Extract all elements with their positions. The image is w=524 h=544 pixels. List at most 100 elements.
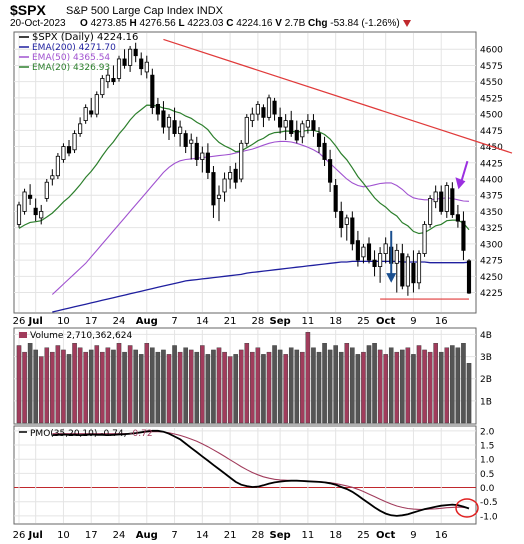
candle-up	[394, 249, 399, 264]
price-ytick-label: 4550	[480, 78, 503, 88]
x-tick-label-top: 26	[13, 316, 26, 327]
candle-down	[316, 133, 322, 147]
down-triangle-icon	[402, 19, 411, 27]
candle-down	[89, 110, 94, 115]
candle-down	[211, 172, 216, 206]
candle-down	[111, 78, 116, 83]
volume-bar	[194, 351, 200, 424]
volume-bar	[322, 343, 327, 424]
volume-bar	[466, 363, 472, 424]
blue-arrow-head	[386, 273, 397, 283]
close-value: 4224.16	[236, 18, 273, 29]
candle-down	[450, 188, 455, 216]
x-tick-label-bottom: 21	[224, 530, 237, 541]
candle-up	[50, 175, 55, 180]
x-tick-label-top: 28	[252, 316, 265, 327]
candle-up	[416, 253, 422, 284]
candle-up	[72, 133, 77, 151]
x-tick-label-bottom: 11	[302, 530, 315, 541]
candle-up	[244, 116, 249, 144]
candle-down	[194, 142, 199, 160]
candle-up	[383, 243, 388, 255]
x-tick-label-top: 7	[171, 316, 177, 327]
volume-bar	[400, 349, 405, 424]
quote-date: 20-Oct-2023	[10, 18, 66, 29]
x-tick-label-bottom: Aug	[136, 530, 158, 541]
candle-up	[178, 126, 183, 134]
candle-down	[333, 185, 338, 212]
pmo-label-prefix: PMO(35,20,10)	[30, 429, 97, 439]
pmo-ytick-label: -1.0	[480, 512, 498, 522]
volume-bar	[438, 351, 444, 424]
volume-bar	[461, 343, 466, 424]
volume-bars	[16, 332, 472, 424]
x-tick-label-bottom: 14	[196, 530, 209, 541]
candle-up	[405, 256, 410, 287]
x-tick-label-bottom: 24	[113, 530, 126, 541]
candle-up	[305, 120, 310, 128]
volume-label: V	[275, 18, 282, 29]
price-ytick-label: 4350	[480, 208, 503, 218]
chart-header: $SPX S&P 500 Large Cap Index INDX 20-Oct…	[0, 0, 524, 30]
volume-bar	[350, 347, 355, 424]
x-tick-label-top: 10	[57, 316, 70, 327]
x-tick-label-top: 18	[329, 316, 342, 327]
candle-down	[272, 100, 277, 115]
volume-bar	[200, 345, 205, 424]
volume-bar	[305, 332, 311, 424]
candle-up	[100, 78, 105, 96]
candle-down	[205, 152, 210, 173]
x-tick-label-bottom: 17	[85, 530, 98, 541]
volume-label: Volume 2,710,362,624	[30, 331, 132, 341]
ema50-line	[51, 140, 470, 295]
volume-bar	[255, 347, 261, 424]
x-tick-label-top: 11	[302, 316, 315, 327]
candle-down	[33, 207, 38, 216]
candle-down	[366, 243, 372, 261]
candle-up	[222, 178, 227, 193]
price-ytick-label: 4275	[480, 257, 503, 267]
resistance-trendline	[163, 38, 513, 154]
volume-bar	[77, 347, 83, 424]
volume-bar	[94, 345, 100, 424]
volume-bar	[300, 351, 305, 424]
candle-up	[22, 191, 27, 212]
candle-down	[311, 120, 316, 131]
volume-bar	[288, 347, 294, 424]
price-ytick-label: 4500	[480, 111, 503, 121]
x-tick-label-top: 16	[435, 316, 448, 327]
candle-down	[172, 120, 177, 134]
high-label: H	[129, 18, 137, 29]
volume-bar	[294, 349, 300, 424]
volume-bar	[33, 349, 38, 424]
candle-up	[255, 103, 260, 115]
volume-bar	[66, 354, 72, 424]
volume-bar	[105, 347, 111, 424]
price-ytick-label: 4300	[480, 240, 503, 250]
pmo-circle-highlight	[455, 498, 479, 518]
legend-ema200: EMA(200) 4271.70	[32, 43, 116, 53]
open-label: O	[80, 18, 88, 29]
legend-ema50: EMA(50) 4365.54	[32, 53, 110, 63]
volume-bar	[127, 345, 133, 424]
candle-down	[289, 120, 294, 134]
candle-down	[278, 116, 283, 128]
volume-bar	[450, 345, 455, 424]
volume-bar	[411, 354, 416, 424]
candlesticks	[16, 42, 472, 300]
x-tick-label-top: Jul	[28, 316, 43, 327]
candle-down	[461, 220, 466, 251]
pmo-line	[52, 429, 470, 517]
x-tick-label-top: 17	[85, 316, 98, 327]
pmo-ytick-label: -0.5	[480, 498, 498, 508]
volume-bar	[161, 349, 166, 424]
price-ytick-label: 4325	[480, 224, 503, 234]
candle-up	[83, 107, 88, 121]
x-tick-label-bottom: 28	[252, 530, 265, 541]
candle-up	[55, 155, 60, 177]
close-label: C	[226, 18, 234, 29]
y-axis-labels: 4225 4250 4275 4300 4325 4350 4375 4400 4425 4450…	[480, 46, 503, 523]
price-ytick-label: 4450	[480, 143, 503, 153]
volume-bar	[166, 354, 172, 424]
